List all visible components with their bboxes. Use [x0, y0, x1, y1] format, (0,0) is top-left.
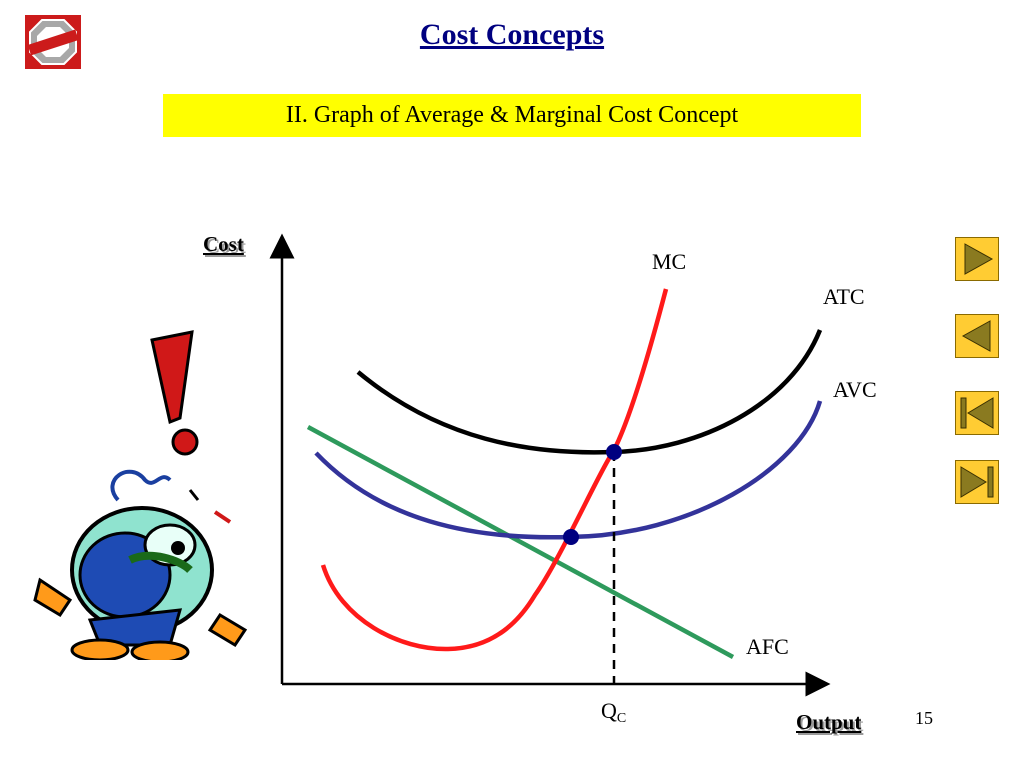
last-slide-button[interactable] [955, 460, 999, 504]
atc-label: ATC [823, 284, 865, 309]
slide-title: Cost Concepts [419, 18, 605, 51]
avc-curve [314, 400, 823, 540]
mc-label: MC [652, 249, 687, 274]
subtitle-banner: II. Graph of Average & Marginal Cost Con… [163, 94, 861, 137]
mc-curve [320, 288, 669, 652]
x-axis-label: Output [796, 710, 862, 734]
next-slide-button[interactable] [955, 237, 999, 281]
afc-curve [306, 425, 735, 659]
surprised-cartoon-mascot [30, 330, 250, 660]
skip-to-end-icon [955, 460, 999, 504]
ohio-state-logo [25, 15, 81, 69]
afc-label: AFC [746, 634, 789, 659]
subtitle-text: II. Graph of Average & Marginal Cost Con… [285, 102, 739, 128]
atc-curve [356, 329, 823, 455]
play-back-icon [955, 314, 999, 358]
previous-slide-button[interactable] [955, 314, 999, 358]
skip-to-start-icon [955, 391, 999, 435]
play-forward-icon [955, 237, 999, 281]
avc-label: AVC [833, 377, 877, 402]
avc-min-point [563, 529, 579, 545]
first-slide-button[interactable] [955, 391, 999, 435]
atc-min-point [606, 444, 622, 460]
slide-number: 15 [915, 708, 933, 728]
qc-label: QC [601, 698, 627, 726]
y-axis-label: Cost [203, 232, 244, 256]
